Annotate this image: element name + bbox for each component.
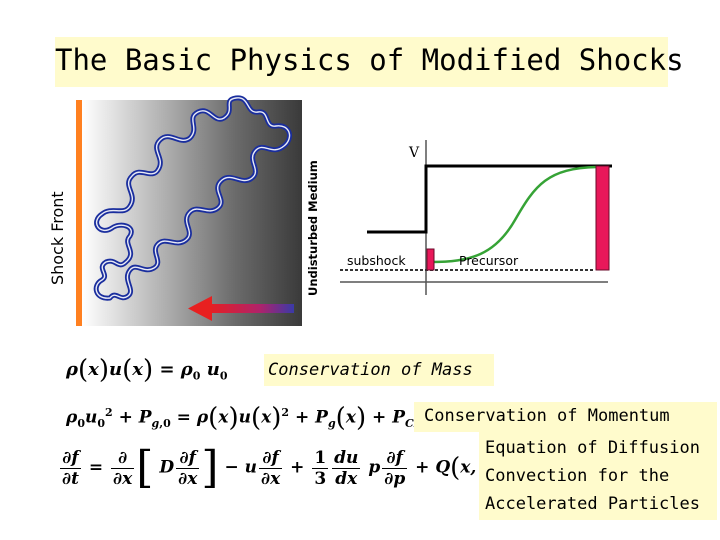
- random-walk-path: [93, 95, 293, 301]
- velocity-label: V: [409, 145, 420, 161]
- subshock-label: subshock: [347, 253, 406, 268]
- diffusion-convection-box: Equation of Diffusion Convection for the…: [479, 432, 717, 520]
- precursor-label: Precursor: [459, 253, 519, 268]
- velocity-graph: [340, 140, 612, 295]
- precursor-bar: [595, 165, 610, 271]
- left-arrow-icon: [188, 296, 294, 321]
- subshock-bar: [426, 248, 435, 271]
- conservation-momentum-box: Conservation of Momentum: [414, 402, 717, 432]
- page-title: The Basic Physics of Modified Shocks: [55, 43, 684, 77]
- title-banner: The Basic Physics of Modified Shocks: [55, 37, 684, 87]
- diffusion-line-1: Equation of Diffusion: [485, 438, 700, 458]
- diffusion-line-3: Accelerated Particles: [485, 494, 700, 514]
- shock-front-bar: [76, 100, 82, 326]
- diffusion-equation: ∂f ∂t = ∂ ∂x[ D ∂f ∂x] − u ∂f ∂x + 1 3 du dx p ∂f ∂…: [60, 442, 524, 493]
- conservation-mass-box: Conservation of Mass: [264, 354, 494, 386]
- momentum-equation: ρ0u02 + Pg,0 = ρ(x)u(x)2 + Pg(x) + PCR(x…: [66, 403, 453, 433]
- velocity-step-profile: [367, 164, 612, 234]
- mass-equation: ρ(x)u(x) = ρ0 u0: [66, 355, 228, 385]
- velocity-precursor-curve: [430, 165, 598, 264]
- diffusion-line-2: Convection for the: [485, 466, 670, 486]
